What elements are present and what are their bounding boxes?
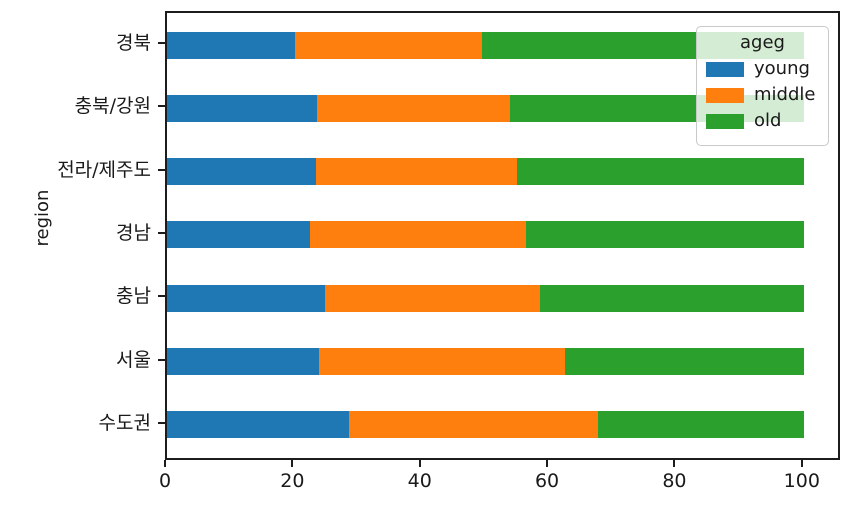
bar-segment-young	[167, 348, 320, 375]
y-tick-label: 충북/강원	[74, 95, 151, 118]
x-tick-mark	[164, 460, 166, 467]
y-tick-label: 경남	[116, 221, 151, 244]
y-tick-mark	[158, 358, 165, 361]
y-tick-label: 서울	[116, 348, 151, 371]
plot-area: ageg young middle old	[165, 11, 840, 460]
x-tick-mark	[291, 460, 294, 467]
bar-row	[167, 94, 804, 122]
legend-entry-old: old	[706, 111, 819, 131]
bar-segment-middle	[319, 348, 565, 375]
bar-segment-old	[526, 221, 804, 249]
bar-segment-old	[564, 348, 804, 375]
bar-segment-young	[167, 411, 350, 439]
bar-segment-young	[167, 284, 325, 312]
x-tick-mark	[673, 460, 676, 467]
y-tick-mark	[158, 231, 165, 234]
legend: ageg young middle old	[696, 26, 829, 146]
legend-title: ageg	[740, 32, 785, 53]
legend-label: middle	[754, 84, 816, 105]
bar-segment-middle	[316, 94, 510, 122]
x-tick-label: 0	[158, 470, 172, 492]
y-tick-label: 수도권	[98, 411, 151, 434]
y-tick-mark	[158, 105, 165, 108]
bar-segment-middle	[294, 31, 482, 59]
bar-segment-middle	[324, 284, 541, 312]
x-tick-mark	[418, 460, 421, 467]
x-tick-label: 80	[662, 470, 687, 492]
bar-segment-middle	[310, 221, 527, 249]
legend-swatch-middle	[706, 87, 744, 103]
bar-row	[167, 411, 804, 439]
x-tick-label: 40	[407, 470, 432, 492]
legend-entry-middle: middle	[706, 85, 819, 105]
bar-segment-middle	[349, 411, 599, 439]
bar-segment-old	[516, 158, 804, 186]
legend-entries: young middle old	[706, 59, 819, 131]
legend-label: young	[754, 58, 810, 79]
bar-segment-young	[167, 221, 311, 249]
x-tick-label: 60	[534, 470, 560, 492]
y-tick-mark	[158, 42, 165, 44]
bar-segment-old	[540, 284, 804, 312]
y-tick-mark	[158, 421, 165, 424]
bar-segment-young	[167, 94, 317, 122]
bar-segment-young	[167, 31, 295, 59]
bar-row	[167, 158, 804, 186]
bar-segment-middle	[316, 158, 517, 186]
bar-row	[167, 221, 804, 249]
y-tick-label: 전라/제주도	[57, 158, 151, 181]
y-tick-mark	[158, 168, 165, 171]
legend-swatch-old	[706, 113, 744, 129]
bar-segment-old	[598, 411, 804, 439]
bar-segment-young	[167, 158, 316, 186]
x-tick-label: 100	[783, 470, 820, 492]
legend-swatch-young	[706, 61, 744, 77]
x-tick-mark	[546, 460, 549, 467]
bar-row	[167, 348, 804, 375]
y-tick-mark	[158, 295, 165, 298]
y-tick-label: 충남	[116, 285, 151, 308]
x-tick-label: 20	[280, 470, 305, 492]
x-tick-mark	[800, 460, 803, 467]
bar-row	[167, 284, 804, 312]
legend-entry-young: young	[706, 59, 819, 79]
legend-label: old	[754, 110, 782, 131]
y-tick-label: 경북	[116, 32, 151, 54]
